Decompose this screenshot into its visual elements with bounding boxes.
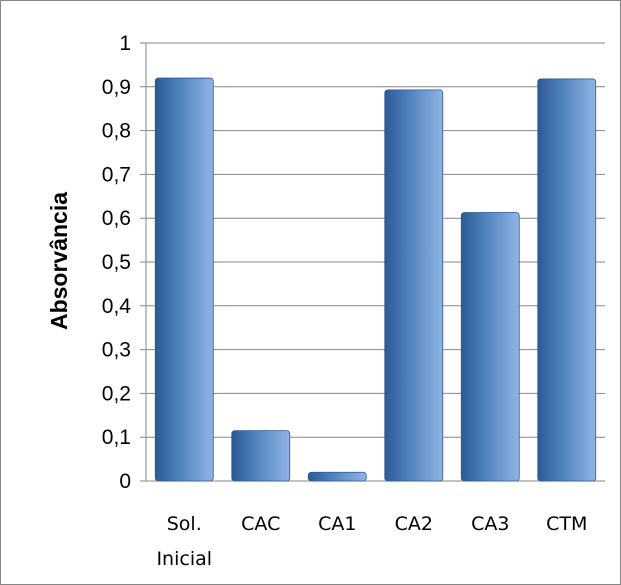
x-category-label: CA3 <box>471 513 509 535</box>
y-tick-label: 0,4 <box>102 295 132 318</box>
x-category-label: CTM <box>546 513 587 535</box>
bar <box>537 78 597 482</box>
gridlines <box>140 42 605 482</box>
bar <box>460 212 520 482</box>
y-tick-label: 0,2 <box>102 382 131 405</box>
y-tick-label: 1 <box>119 32 131 55</box>
y-tick-label: 0 <box>119 470 131 493</box>
y-tick-label: 0,5 <box>102 251 131 274</box>
y-tick-label: 0,3 <box>102 339 131 362</box>
bar <box>231 430 291 482</box>
y-tick-label: 0,7 <box>102 163 131 186</box>
x-category-label: Sol. Inicial <box>156 513 212 570</box>
category-labels: Sol. Inicial CAC CA1 CA2 CA3 CTM <box>156 513 587 570</box>
x-category-label: CA1 <box>318 513 356 535</box>
bars <box>154 77 597 482</box>
y-tick-labels: 0 0,1 0,2 0,3 0,4 0,5 0,6 0,7 0,8 0,9 1 <box>102 32 132 493</box>
y-tick-label: 0,6 <box>102 207 131 230</box>
y-axis-label: Absorvância <box>46 192 72 330</box>
x-category-label: CA2 <box>395 513 433 535</box>
y-tick-label: 0,9 <box>102 76 131 99</box>
x-category-label: CAC <box>241 513 280 535</box>
y-tick-label: 0,1 <box>102 426 131 449</box>
bar <box>307 471 367 482</box>
bar <box>384 89 444 482</box>
bar <box>154 77 214 482</box>
y-tick-label: 0,8 <box>102 120 131 143</box>
